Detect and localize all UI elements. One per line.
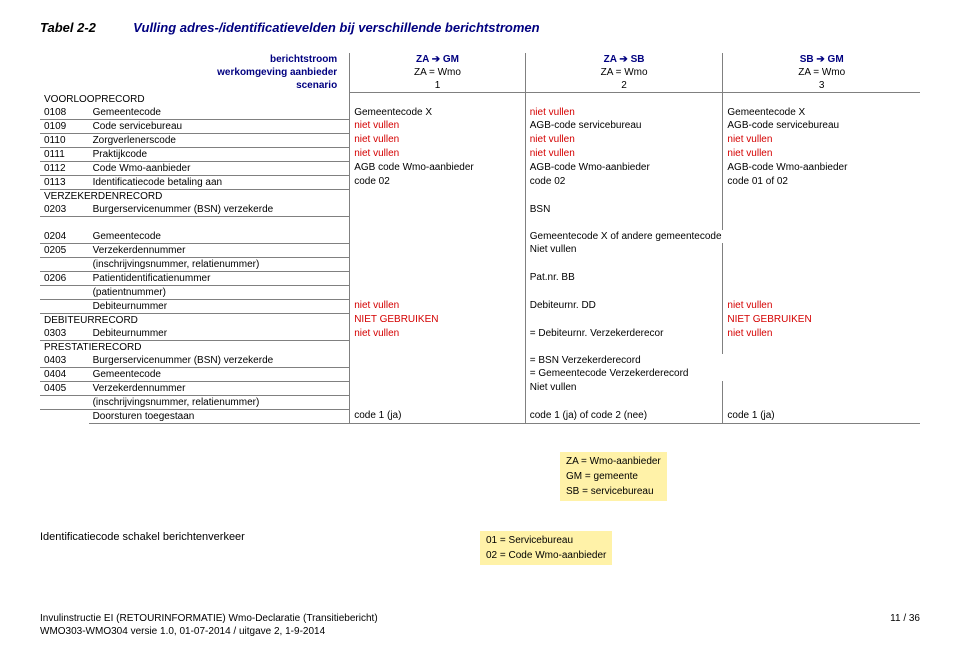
row-0108: 0108 Gemeentecode Gemeentecode X niet vu… bbox=[40, 106, 920, 120]
table-title: Tabel 2-2 Vulling adres-/identificatieve… bbox=[40, 20, 920, 35]
row-0205: 0205 Verzekerdennummer Niet vullen bbox=[40, 243, 920, 257]
row-0204: 0204 Gemeentecode Gemeentecode X of ande… bbox=[40, 230, 920, 244]
row-0405b: (inschrijvingsnummer, relatienummer) bbox=[40, 395, 920, 409]
hdr-sb-gm: SB ➔ GM bbox=[723, 53, 920, 66]
row-0110: 0110 Zorgverlenerscode niet vullen niet … bbox=[40, 133, 920, 147]
row-doorsturen: Doorsturen toegestaan code 1 (ja) code 1… bbox=[40, 409, 920, 423]
legend-gm: GM = gemeente bbox=[566, 469, 661, 484]
hdr-za-gm: ZA ➔ GM bbox=[350, 53, 526, 66]
hdr-za-sb: ZA ➔ SB bbox=[525, 53, 723, 66]
row-debiteurnummer1: Debiteurnummer niet vullen Debiteurnr. D… bbox=[40, 299, 920, 313]
header-row-1: berichtstroom ZA ➔ GM ZA ➔ SB SB ➔ GM bbox=[40, 53, 920, 66]
row-0205b: (inschrijvingsnummer, relatienummer) bbox=[40, 257, 920, 271]
row-0403: 0403 Burgerservicenummer (BSN) verzekerd… bbox=[40, 354, 920, 368]
row-0113: 0113 Identificatiecode betaling aan code… bbox=[40, 175, 920, 189]
footer-sub: WMO303-WMO304 versie 1.0, 01-07-2014 / u… bbox=[40, 626, 920, 637]
row-0206: 0206 Patientidentificatienummer Pat.nr. … bbox=[40, 271, 920, 285]
id-label: Identificatiecode schakel berichtenverke… bbox=[40, 531, 480, 543]
title-text: Vulling adres-/identificatievelden bij v… bbox=[133, 20, 540, 35]
row-0206b: (patientnummer) bbox=[40, 285, 920, 299]
row-0111: 0111 Praktijkcode niet vullen niet vulle… bbox=[40, 147, 920, 161]
section-debiteur: DEBITEURRECORD NIET GEBRUIKEN NIET GEBRU… bbox=[40, 313, 920, 327]
identificatiecode-row: Identificatiecode schakel berichtenverke… bbox=[40, 531, 920, 565]
header-row-2: werkomgeving aanbieder ZA = Wmo ZA = Wmo… bbox=[40, 66, 920, 79]
row-0405: 0405 Verzekerdennummer Niet vullen bbox=[40, 381, 920, 395]
row-0303: 0303 Debiteurnummer niet vullen = Debite… bbox=[40, 327, 920, 341]
section-verzekerden: VERZEKERDENRECORD bbox=[40, 189, 920, 203]
spacer bbox=[40, 216, 920, 230]
section-prestatie: PRESTATIERECORD bbox=[40, 340, 920, 354]
header-row-3: scenario 1 2 3 bbox=[40, 79, 920, 93]
legend-abbrev: ZA = Wmo-aanbieder GM = gemeente SB = se… bbox=[560, 452, 920, 501]
hdr-scenario: scenario bbox=[89, 79, 350, 93]
section-voorloop: VOORLOOPRECORD bbox=[40, 93, 920, 106]
page-footer: Invulinstructie EI (RETOURINFORMATIE) Wm… bbox=[40, 613, 920, 624]
row-0404: 0404 Gemeentecode = Gemeentecode Verzeke… bbox=[40, 367, 920, 381]
footer-right: 11 / 36 bbox=[890, 613, 920, 624]
legend-sb: SB = servicebureau bbox=[566, 484, 661, 499]
id-01: 01 = Servicebureau bbox=[486, 533, 606, 548]
row-0109: 0109 Code servicebureau niet vullen AGB-… bbox=[40, 119, 920, 133]
footer-left: Invulinstructie EI (RETOURINFORMATIE) Wm… bbox=[40, 613, 378, 624]
hdr-berichtstroom: berichtstroom bbox=[89, 53, 350, 66]
id-02: 02 = Code Wmo-aanbieder bbox=[486, 548, 606, 563]
title-label: Tabel 2-2 bbox=[40, 20, 130, 35]
hdr-werkomgeving: werkomgeving aanbieder bbox=[89, 66, 350, 79]
legend-za: ZA = Wmo-aanbieder bbox=[566, 454, 661, 469]
row-0203: 0203 Burgerservicenummer (BSN) verzekerd… bbox=[40, 203, 920, 217]
data-table: berichtstroom ZA ➔ GM ZA ➔ SB SB ➔ GM we… bbox=[40, 53, 920, 424]
row-0112: 0112 Code Wmo-aanbieder AGB code Wmo-aan… bbox=[40, 161, 920, 175]
